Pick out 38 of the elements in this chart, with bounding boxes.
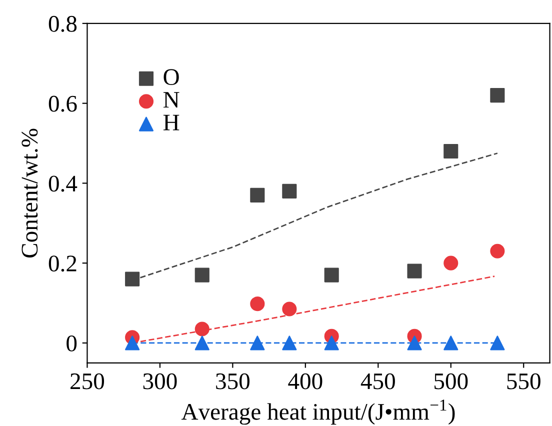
point xyxy=(250,188,265,202)
y-tick-label: 0 xyxy=(66,335,77,352)
point xyxy=(194,268,210,282)
x-tick-label: 350 xyxy=(216,373,250,390)
point xyxy=(444,256,458,270)
point xyxy=(444,144,458,159)
point xyxy=(125,336,140,350)
legend-label: N xyxy=(163,92,180,108)
x-tick-label: 250 xyxy=(70,373,104,390)
y-tick-label: 0.6 xyxy=(48,96,77,112)
y-axis-title: Content/wt.% xyxy=(22,128,38,258)
point xyxy=(282,336,297,350)
point xyxy=(407,336,422,350)
point xyxy=(250,336,265,350)
point xyxy=(490,336,505,350)
point xyxy=(282,184,297,198)
x-axis-title: Average heat input/(J•mm$^{−1}$) xyxy=(181,400,455,425)
y-tick-label: 0.2 xyxy=(48,256,76,272)
point xyxy=(444,336,458,350)
point xyxy=(125,272,140,286)
y-tick-label: 0.4 xyxy=(48,176,78,192)
x-tick-label: 500 xyxy=(434,373,468,390)
point xyxy=(282,302,297,316)
legend-label: H xyxy=(163,114,180,130)
point xyxy=(490,88,505,103)
point xyxy=(407,264,422,278)
point xyxy=(194,322,210,336)
point xyxy=(324,268,339,282)
x-tick-label: 400 xyxy=(288,373,322,390)
point xyxy=(194,336,210,350)
point xyxy=(250,296,265,312)
y-tick-label: 0.8 xyxy=(48,16,77,32)
point xyxy=(490,244,505,258)
x-tick-label: 550 xyxy=(507,373,540,390)
x-tick-label: 450 xyxy=(360,373,395,390)
point xyxy=(324,336,339,350)
x-tick-label: 300 xyxy=(143,373,177,390)
legend-label: O xyxy=(164,69,179,86)
